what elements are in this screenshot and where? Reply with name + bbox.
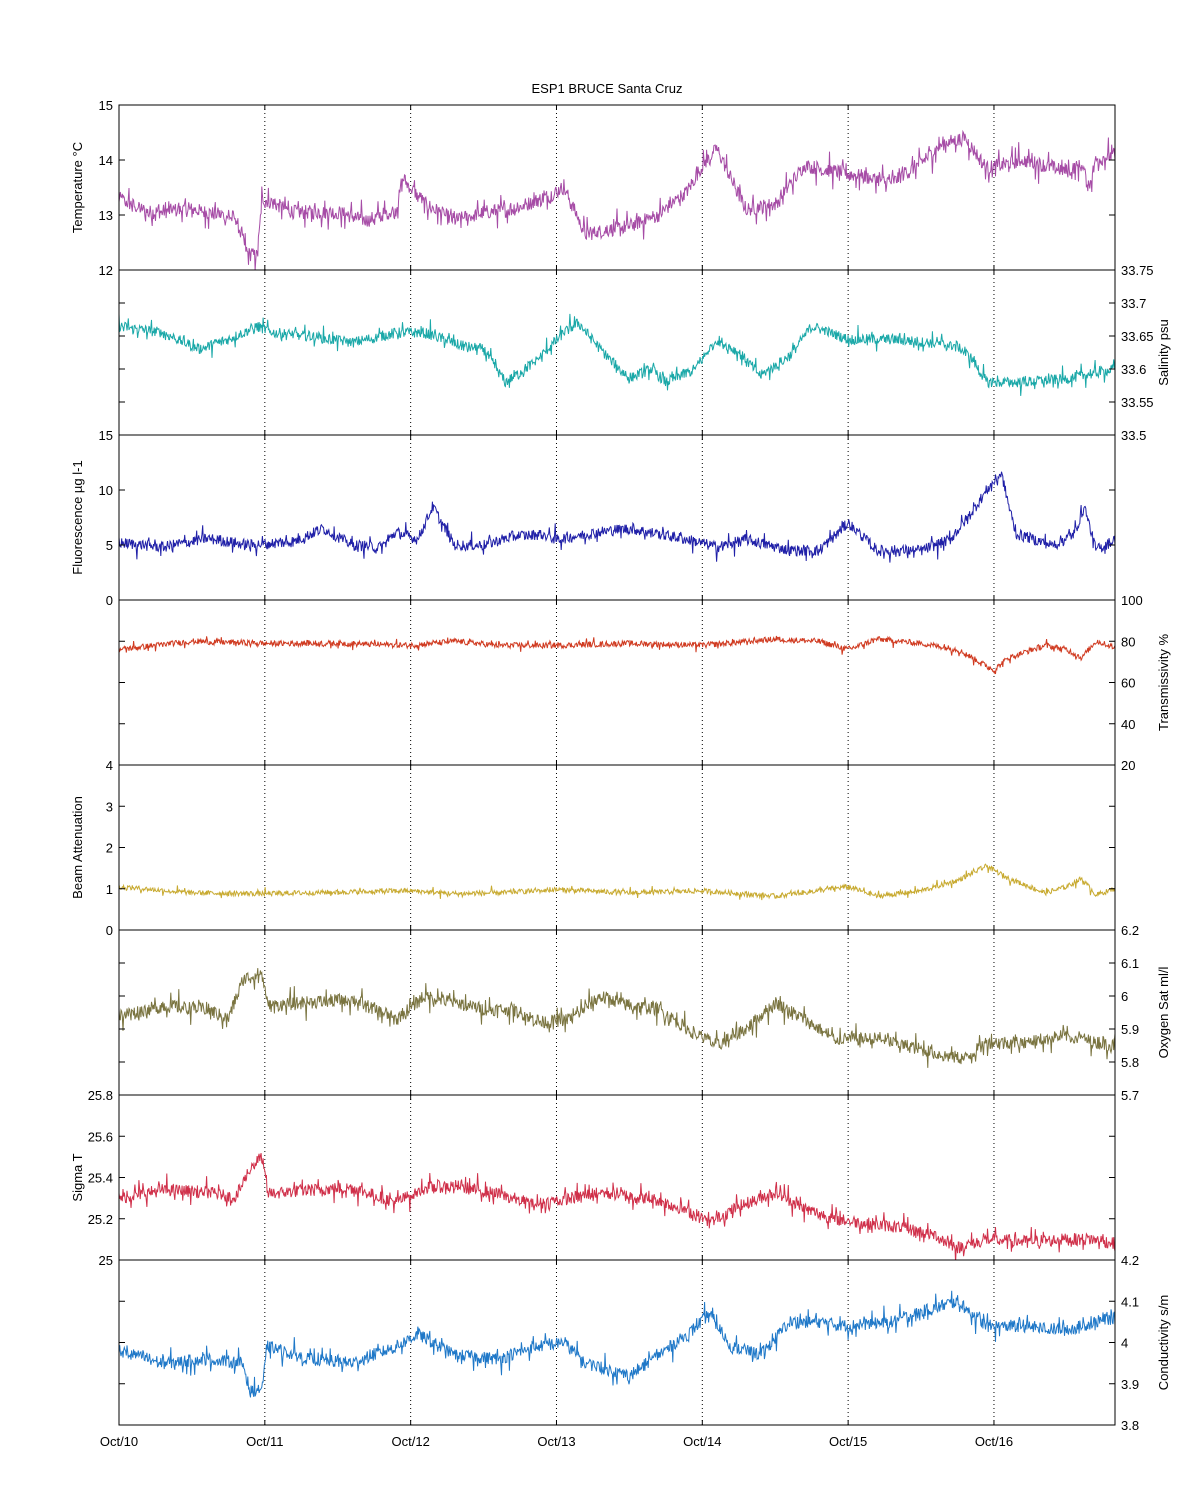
panel-4: 0 1 2 3 4 Beam Attenuation bbox=[70, 758, 1116, 938]
x-tick-label: Oct/15 bbox=[829, 1434, 867, 1449]
series-line bbox=[119, 471, 1115, 563]
y-tick-label: 5 bbox=[106, 538, 113, 553]
series-line bbox=[119, 313, 1115, 396]
y-tick-label: 33.7 bbox=[1121, 296, 1146, 311]
y-tick-label: 33.6 bbox=[1121, 362, 1146, 377]
series-line bbox=[119, 968, 1115, 1068]
y-tick-label: 3 bbox=[106, 799, 113, 814]
x-tick-label: Oct/13 bbox=[537, 1434, 575, 1449]
y-axis-label: Transmissivity % bbox=[1156, 634, 1171, 731]
y-tick-label: 3.8 bbox=[1121, 1418, 1139, 1433]
panel-frame bbox=[118, 1094, 1116, 1261]
panel-5: 5.7 5.8 5.9 6 6.1 6.2 Oxygen Sat ml/l bbox=[118, 923, 1171, 1103]
y-axis-label: Salinity psu bbox=[1156, 319, 1171, 385]
y-tick-label: 0 bbox=[106, 923, 113, 938]
panel-frame bbox=[118, 929, 1116, 1096]
y-tick-label: 20 bbox=[1121, 758, 1135, 773]
y-axis-label: Temperature °C bbox=[70, 142, 85, 233]
panel-frame bbox=[118, 104, 1116, 271]
y-tick-label: 15 bbox=[99, 98, 113, 113]
x-tick-label: Oct/12 bbox=[392, 1434, 430, 1449]
panel-frame bbox=[118, 1259, 1116, 1426]
y-tick-label: 6.1 bbox=[1121, 956, 1139, 971]
y-axis-label: Sigma T bbox=[70, 1153, 85, 1201]
y-tick-label: 25.8 bbox=[88, 1088, 113, 1103]
x-tick-label: Oct/16 bbox=[975, 1434, 1013, 1449]
series-line bbox=[119, 635, 1115, 675]
y-axis-label: Conductivity s/m bbox=[1156, 1295, 1171, 1390]
y-tick-label: 12 bbox=[99, 263, 113, 278]
y-tick-label: 25.6 bbox=[88, 1129, 113, 1144]
y-tick-label: 33.5 bbox=[1121, 428, 1146, 443]
y-tick-label: 3.9 bbox=[1121, 1377, 1139, 1392]
panel-7: 3.8 3.9 4 4.1 4.2 Conductivity s/m bbox=[118, 1253, 1171, 1433]
y-tick-label: 4 bbox=[106, 758, 113, 773]
panel-frame bbox=[118, 764, 1116, 931]
y-tick-label: 2 bbox=[106, 841, 113, 856]
series-line bbox=[119, 129, 1115, 270]
y-tick-label: 10 bbox=[99, 483, 113, 498]
y-tick-label: 60 bbox=[1121, 676, 1135, 691]
y-tick-label: 6.2 bbox=[1121, 923, 1139, 938]
y-tick-label: 40 bbox=[1121, 717, 1135, 732]
chart-title: ESP1 BRUCE Santa Cruz bbox=[531, 81, 682, 96]
y-tick-label: 15 bbox=[99, 428, 113, 443]
y-axis-label: Fluorescence µg l-1 bbox=[70, 460, 85, 574]
y-tick-label: 6 bbox=[1121, 989, 1128, 1004]
y-tick-label: 13 bbox=[99, 208, 113, 223]
y-tick-label: 1 bbox=[106, 882, 113, 897]
y-tick-label: 25.4 bbox=[88, 1171, 113, 1186]
y-tick-label: 5.7 bbox=[1121, 1088, 1139, 1103]
y-tick-label: 4.2 bbox=[1121, 1253, 1139, 1268]
y-tick-label: 80 bbox=[1121, 634, 1135, 649]
y-tick-label: 14 bbox=[99, 153, 113, 168]
y-tick-label: 33.55 bbox=[1121, 395, 1154, 410]
x-tick-label: Oct/10 bbox=[100, 1434, 138, 1449]
y-tick-label: 25 bbox=[99, 1253, 113, 1268]
panel-0: 12 13 14 15 Temperature °C bbox=[70, 98, 1116, 278]
y-tick-label: 33.75 bbox=[1121, 263, 1154, 278]
y-tick-label: 4 bbox=[1121, 1336, 1128, 1351]
y-tick-label: 5.8 bbox=[1121, 1055, 1139, 1070]
y-axis-label: Oxygen Sat ml/l bbox=[1156, 967, 1171, 1059]
y-tick-label: 0 bbox=[106, 593, 113, 608]
series-line bbox=[119, 1152, 1115, 1260]
x-tick-label: Oct/14 bbox=[683, 1434, 721, 1449]
y-tick-label: 4.1 bbox=[1121, 1294, 1139, 1309]
x-tick-label: Oct/11 bbox=[246, 1434, 283, 1449]
y-axis-label: Beam Attenuation bbox=[70, 796, 85, 899]
y-tick-label: 25.2 bbox=[88, 1212, 113, 1227]
series-line bbox=[119, 1290, 1115, 1398]
panel-3: 20 40 60 80 100 Transmissivity % bbox=[118, 593, 1171, 773]
panel-2: 0 5 10 15 Fluorescence µg l-1 bbox=[70, 428, 1116, 608]
panel-6: 25 25.2 25.4 25.6 25.8 Sigma T bbox=[70, 1088, 1116, 1268]
panel-frame bbox=[118, 599, 1116, 766]
y-tick-label: 100 bbox=[1121, 593, 1143, 608]
panel-1: 33.5 33.55 33.6 33.65 33.7 33.75 Salinity psu bbox=[118, 263, 1171, 443]
y-tick-label: 33.65 bbox=[1121, 329, 1154, 344]
y-tick-label: 5.9 bbox=[1121, 1022, 1139, 1037]
series-line bbox=[119, 863, 1115, 901]
